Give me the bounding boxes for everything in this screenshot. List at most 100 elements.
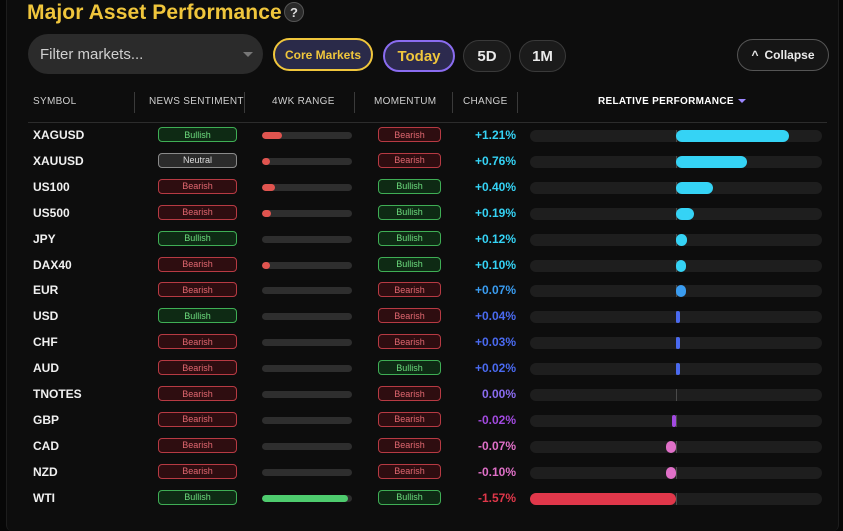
change-value: +1.21% (474, 128, 516, 142)
table-row[interactable]: XAUUSD Neutral Bearish +0.76% (28, 149, 827, 175)
table-row[interactable]: US100 Bearish Bullish +0.40% (28, 175, 827, 201)
relative-performance-bar (530, 155, 822, 168)
symbol-cell: XAUUSD (33, 153, 84, 168)
performance-fill (666, 466, 676, 479)
column-header-momentum[interactable]: MOMENTUM (374, 96, 437, 107)
momentum-badge: Bearish (378, 152, 441, 168)
table-row[interactable]: NZD Bearish Bearish -0.10% (28, 460, 827, 486)
filter-markets-input[interactable] (28, 34, 263, 74)
performance-fill (676, 311, 680, 324)
column-divider (452, 92, 453, 113)
range-bar (262, 442, 352, 450)
momentum-badge: Bullish (378, 360, 441, 376)
change-value: +0.76% (474, 153, 516, 168)
change-value: +0.19% (474, 205, 516, 220)
relative-performance-bar (530, 233, 822, 246)
table-row[interactable]: USD Bullish Bearish +0.04% (28, 304, 827, 330)
change-value: +0.10% (474, 257, 516, 272)
symbol-cell: USD (33, 309, 59, 324)
range-bar (262, 183, 352, 191)
performance-fill (676, 207, 694, 220)
range-fill (262, 494, 348, 502)
table-row[interactable]: GBP Bearish Bearish -0.02% (28, 408, 827, 434)
table-row[interactable]: WTI Bullish Bullish -1.57% (28, 486, 827, 512)
relative-performance-bar (530, 130, 822, 142)
performance-fill (676, 130, 789, 142)
range-bar (262, 339, 352, 347)
momentum-badge: Bearish (378, 463, 441, 479)
momentum-badge: Bearish (378, 386, 441, 401)
chevron-down-icon[interactable] (243, 52, 253, 57)
range-bar (262, 132, 352, 139)
symbol-cell: JPY (33, 231, 56, 246)
momentum-badge: Bullish (378, 178, 441, 194)
sentiment-badge: Bearish (158, 178, 237, 194)
symbol-cell: US500 (33, 205, 70, 220)
relative-performance-bar (530, 440, 822, 453)
performance-fill (530, 492, 676, 505)
zero-line (676, 492, 677, 505)
performance-fill (676, 233, 688, 246)
column-header-relative-label: RELATIVE PERFORMANCE (598, 96, 734, 107)
range-bar (262, 209, 352, 217)
column-header-sentiment[interactable]: NEWS SENTIMENT (149, 96, 244, 107)
table-row[interactable]: EUR Bearish Bearish +0.07% (28, 278, 827, 304)
change-value: +0.07% (474, 283, 516, 298)
range-bar (262, 235, 352, 243)
sentiment-badge: Neutral (158, 152, 237, 168)
table-row[interactable]: CAD Bearish Bearish -0.07% (28, 434, 827, 460)
symbol-cell: AUD (33, 361, 59, 376)
momentum-badge: Bearish (378, 334, 441, 350)
zero-line (676, 414, 677, 427)
table-row[interactable]: US500 Bearish Bullish +0.19% (28, 201, 827, 227)
performance-fill (676, 155, 747, 168)
period-1m-button[interactable]: 1M (519, 40, 566, 72)
symbol-cell: CAD (33, 438, 59, 453)
relative-performance-bar (530, 466, 822, 479)
core-markets-button[interactable]: Core Markets (273, 38, 373, 71)
performance-fill (676, 285, 686, 298)
range-fill (262, 132, 282, 139)
table-row[interactable]: DAX40 Bearish Bullish +0.10% (28, 253, 827, 279)
change-value: +0.40% (474, 179, 516, 194)
asset-performance-panel: Major Asset Performance ? Core Markets T… (6, 0, 839, 531)
change-value: -1.57% (477, 490, 516, 505)
sentiment-badge: Bearish (158, 256, 237, 272)
change-value: +0.02% (474, 361, 516, 376)
column-header-range[interactable]: 4WK RANGE (272, 96, 335, 107)
change-value: +0.12% (474, 231, 516, 246)
zero-line (676, 440, 677, 453)
performance-fill (672, 414, 676, 427)
range-bar (262, 261, 352, 269)
change-value: +0.03% (474, 335, 516, 350)
period-5d-button[interactable]: 5D (463, 40, 511, 72)
change-value: -0.10% (477, 464, 516, 479)
column-header-relative[interactable]: RELATIVE PERFORMANCE (598, 96, 746, 107)
range-bar (262, 416, 352, 424)
momentum-badge: Bearish (378, 411, 441, 427)
sentiment-badge: Bearish (158, 437, 237, 453)
help-icon[interactable]: ? (284, 2, 304, 22)
table-row[interactable]: JPY Bullish Bullish +0.12% (28, 227, 827, 253)
table-row[interactable]: TNOTES Bearish Bearish 0.00% (28, 382, 827, 408)
symbol-cell: WTI (33, 490, 55, 505)
table-row[interactable]: AUD Bearish Bullish +0.02% (28, 356, 827, 382)
performance-fill (676, 337, 680, 350)
column-header-change[interactable]: CHANGE (463, 96, 508, 107)
sentiment-badge: Bearish (158, 360, 237, 376)
symbol-cell: CHF (33, 335, 58, 350)
momentum-badge: Bearish (378, 437, 441, 453)
chevron-up-icon: ^ (751, 48, 759, 62)
performance-fill (676, 181, 714, 194)
momentum-badge: Bullish (378, 204, 441, 220)
relative-performance-bar (530, 363, 822, 376)
table-row[interactable]: XAGUSD Bullish Bearish +1.21% (28, 123, 827, 149)
column-header-symbol[interactable]: SYMBOL (33, 96, 77, 107)
range-fill (262, 157, 271, 165)
period-today-button[interactable]: Today (383, 40, 455, 72)
relative-performance-bar (530, 492, 822, 505)
collapse-button[interactable]: ^ Collapse (737, 39, 829, 71)
symbol-cell: US100 (33, 179, 70, 194)
table-row[interactable]: CHF Bearish Bearish +0.03% (28, 330, 827, 356)
momentum-badge: Bullish (378, 256, 441, 272)
